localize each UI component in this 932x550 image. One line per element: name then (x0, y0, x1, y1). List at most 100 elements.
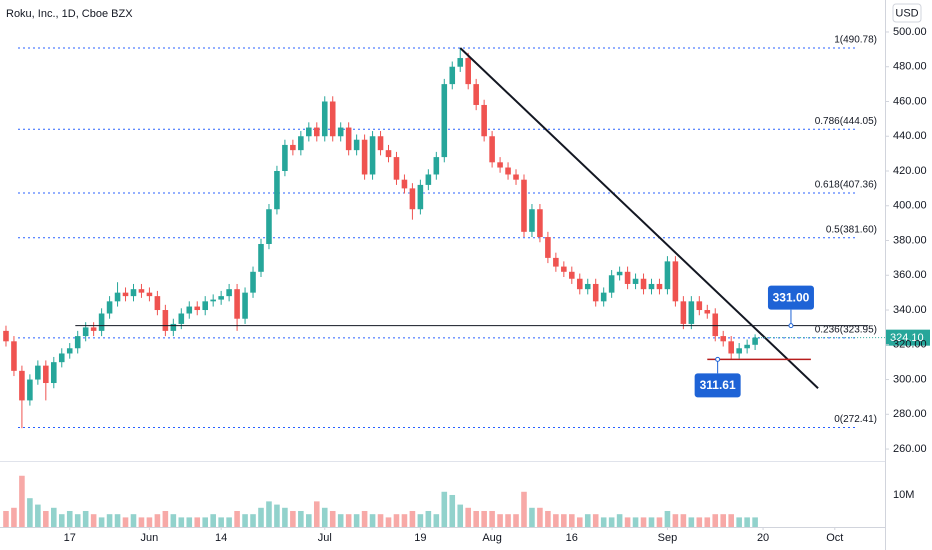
candle-body (489, 136, 495, 163)
volume-bar (616, 514, 623, 527)
candle-body (106, 301, 113, 314)
candle-body (329, 101, 336, 137)
volume-bar (154, 514, 161, 527)
volume-bar (194, 517, 201, 527)
fib-label: 1(490.78) (834, 35, 877, 46)
candle-body (114, 292, 121, 302)
volume-bar (433, 514, 440, 527)
x-tick-label: Jun (141, 532, 159, 544)
volume-bar (720, 514, 727, 527)
volume-bar (27, 498, 33, 527)
volume-bar (497, 514, 503, 527)
candle-body (545, 237, 551, 258)
candle-body (43, 365, 49, 384)
x-tick-label: Jul (318, 532, 332, 544)
volume-bar (226, 517, 232, 527)
volume-bar (35, 504, 41, 527)
candle-body (290, 144, 296, 151)
x-tick-label: 14 (215, 532, 227, 544)
candle-body (90, 327, 97, 331)
candle-body (385, 150, 392, 158)
candle-body (664, 261, 671, 290)
candle-body (194, 306, 201, 311)
candle-body (481, 104, 487, 137)
volume-bar (576, 517, 583, 527)
callout-label: 331.00 (773, 290, 810, 304)
volume-bar (465, 507, 471, 527)
candle-body (584, 283, 591, 290)
candle-body (369, 136, 376, 175)
y-tick-label: 500.00 (893, 26, 927, 38)
candle-body (313, 127, 320, 137)
candle-body (178, 313, 185, 324)
volume-bar (3, 510, 9, 527)
x-tick-label: Sep (658, 532, 678, 544)
candle-body (417, 184, 424, 210)
candle-body (521, 179, 527, 232)
volume-bar (19, 475, 25, 527)
volume-bar (521, 491, 527, 527)
y-tick-label: 400.00 (893, 200, 927, 212)
volume-bar (202, 517, 209, 527)
candle-body (74, 336, 81, 349)
volume-bar (513, 514, 519, 527)
volume-bar (385, 517, 392, 527)
volume-bar (736, 517, 742, 527)
candle-body (98, 313, 105, 331)
candle-body (744, 344, 750, 349)
volume-bar (680, 514, 687, 527)
candle-body (648, 283, 655, 290)
volume-bar (210, 514, 216, 527)
candle-body (465, 58, 471, 85)
candle-body (720, 336, 727, 342)
y-tick-label: 360.00 (893, 269, 927, 281)
candle-body (473, 84, 479, 105)
volume-bar (569, 514, 575, 527)
volume-bar (600, 517, 607, 527)
candle-body (27, 379, 33, 401)
volume-bar (258, 507, 264, 527)
candle-body (122, 292, 129, 297)
candle-body (433, 157, 440, 175)
candle-body (592, 283, 599, 302)
candle-body (569, 271, 575, 279)
volume-bar (728, 514, 734, 527)
candle-body (58, 353, 65, 363)
candle-body (162, 310, 169, 331)
volume-bar (648, 517, 655, 527)
volume-bar (234, 510, 240, 527)
candle-body (51, 362, 57, 384)
candle-body (600, 292, 607, 302)
volume-bar (393, 514, 400, 527)
candle-body (337, 127, 344, 137)
volume-bar (377, 514, 384, 527)
y-tick-label: 320.00 (893, 339, 927, 351)
x-tick-label: 16 (566, 532, 578, 544)
volume-bar (672, 514, 679, 527)
candle-body (234, 289, 240, 319)
volume-bar (82, 510, 89, 527)
candle-body (688, 301, 695, 324)
volume-bar (290, 510, 296, 527)
candle-body (130, 289, 137, 297)
candle-body (561, 266, 567, 272)
y-tick-label: 440.00 (893, 130, 927, 142)
volume-bar (561, 514, 567, 527)
volume-bar (656, 517, 663, 527)
volume-bar (58, 514, 65, 527)
volume-bar (114, 514, 121, 527)
volume-bar (266, 501, 272, 527)
volume-bar (441, 491, 448, 527)
candle-body (640, 278, 647, 290)
volume-bar (298, 510, 304, 527)
volume-bar (704, 517, 711, 527)
callout-point (715, 356, 721, 362)
currency-box[interactable] (892, 3, 922, 23)
candle-body (704, 310, 711, 314)
candle-body (274, 171, 280, 210)
price-pane: 1(490.78) 0.786(444.05) 0.618(407.36) 0.5(3… (3, 35, 930, 429)
volume-bar (457, 504, 464, 527)
candle-body (210, 299, 216, 302)
volume-bar (624, 517, 631, 527)
candle-body (736, 348, 742, 354)
